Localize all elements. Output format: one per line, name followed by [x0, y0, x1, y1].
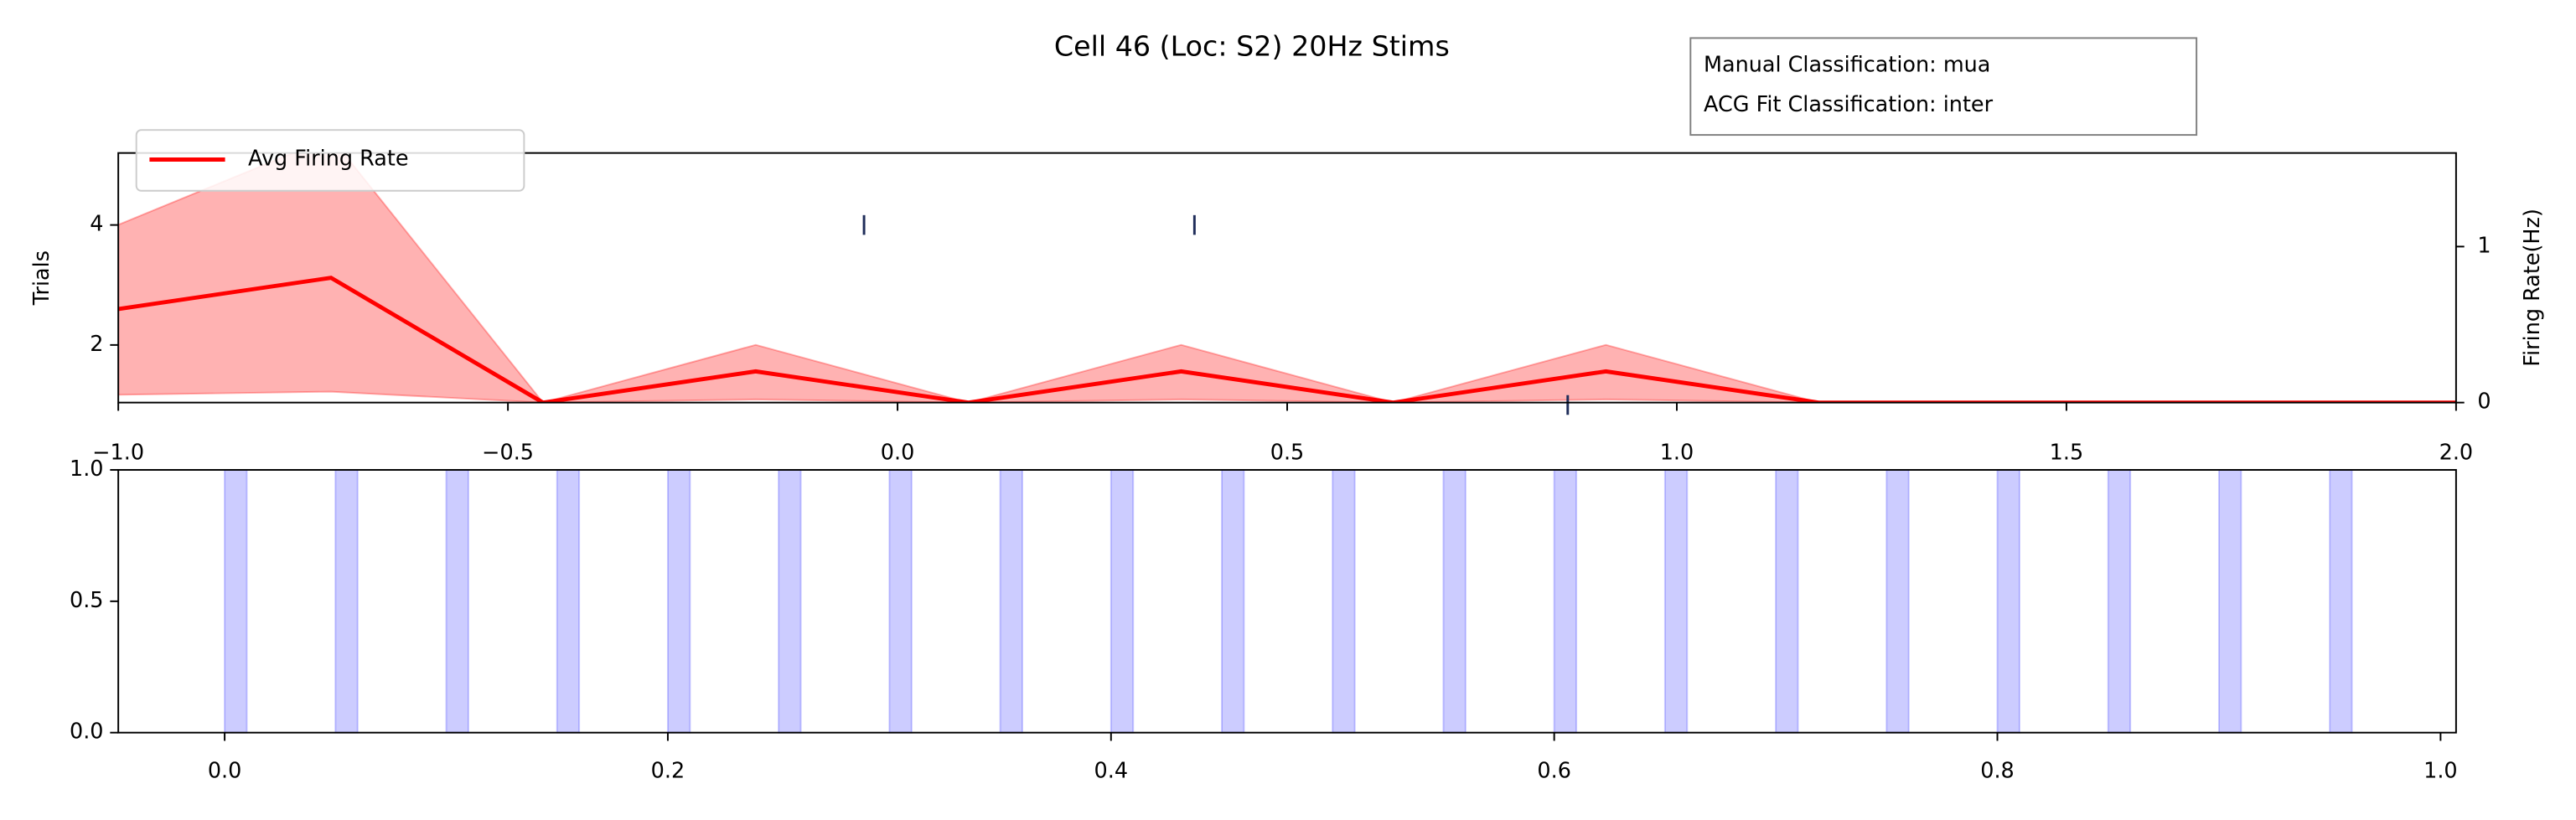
stim-span [224, 469, 248, 734]
stim-span [1775, 469, 1799, 734]
y-tick-label: 1.0 [70, 456, 104, 482]
y2-tick-label: 0 [2477, 389, 2491, 415]
stim-span [1221, 469, 1245, 734]
stim-span [1332, 469, 1356, 734]
stim-span [1110, 469, 1135, 734]
bottom-plot: 0.0 0.2 0.4 0.6 0.8 1.0 0.0 0.5 1.0 [70, 456, 2458, 784]
y2-axis-label: Firing Rate(Hz) [2520, 209, 2545, 367]
stim-span [999, 469, 1024, 734]
stim-span [778, 469, 802, 734]
x-tick-label: −1.0 [92, 440, 144, 465]
stim-span [2329, 469, 2353, 734]
stim-span [1553, 469, 1578, 734]
x-tick-label: 1.0 [2423, 759, 2458, 784]
legend: Avg Firing Rate [135, 129, 525, 192]
stim-span [445, 469, 469, 734]
stim-span [666, 469, 691, 734]
rate-line [118, 276, 2456, 403]
stim-span [1663, 469, 1689, 734]
x-tick-label: 0.5 [1270, 440, 1305, 465]
x-tick-label: 1.0 [1660, 440, 1694, 465]
x-tick-label: 0.0 [881, 440, 915, 465]
y-tick-label: 0.5 [70, 588, 104, 613]
x-tick-label: 0.6 [1537, 759, 1571, 784]
y-tick-label: 0.0 [70, 719, 104, 745]
stim-span [888, 469, 913, 734]
info-text: Manual Classification: mua [1704, 53, 1990, 78]
legend-frame [135, 129, 525, 192]
stim-span [2217, 469, 2242, 734]
x-tick-label: 0.8 [1980, 759, 2015, 784]
y-tick-label: 2 [90, 332, 103, 357]
x-tick-label: 0.0 [208, 759, 242, 784]
stim-span [334, 469, 359, 734]
stim-span [1442, 469, 1466, 734]
stim-span [1996, 469, 2020, 734]
y-axis-label: Trials [29, 250, 54, 306]
x-tick-label: 1.5 [2050, 440, 2084, 465]
y-tick-label: 4 [90, 212, 103, 237]
stim-span [1885, 469, 1910, 734]
x-tick-label: −0.5 [482, 440, 534, 465]
stim-span [556, 469, 581, 734]
info-box [1689, 37, 2198, 137]
x-tick-label: 0.2 [651, 759, 685, 784]
x-tick-label: 2.0 [2439, 440, 2474, 465]
legend-label: Avg Firing Rate [248, 146, 409, 171]
top-plot: −1.0 −0.5 0.0 0.5 1.0 1.5 2.0 2 4 0 1 Avg Firing Ra… [90, 129, 2491, 465]
info-text: ACG Fit Classification: inter [1704, 92, 1994, 117]
chart-title: Cell 46 (Loc: S2) 20Hz Stims [1054, 30, 1450, 63]
stim-span [2107, 469, 2132, 734]
y2-tick-label: 1 [2477, 233, 2491, 258]
x-tick-label: 0.4 [1094, 759, 1129, 784]
